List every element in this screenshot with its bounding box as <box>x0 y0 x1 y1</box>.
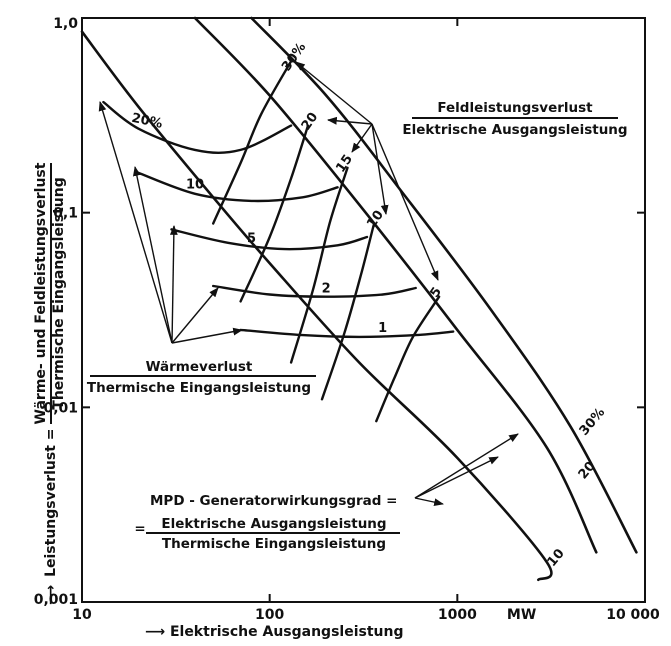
curve-heat-2 <box>212 284 417 298</box>
field-loss-denominator: Elektrische Ausgangsleistung <box>402 122 627 138</box>
curve-mpd-30pct <box>250 16 638 554</box>
y-tick-label: 0,01 <box>43 400 78 416</box>
curve-label-field: 20 <box>299 110 322 133</box>
x-tick-label: 10 <box>72 607 92 623</box>
curve-label-heat: 10 <box>186 177 204 192</box>
leader-arrow <box>171 327 243 344</box>
curve-label-heat: 1 <box>378 321 387 336</box>
field-loss-numerator: Feldleistungsverlust <box>437 100 593 116</box>
curve-heat-10 <box>137 171 339 203</box>
mpd-numerator: Elektrische Ausgangsleistung <box>161 516 386 532</box>
curve-field-30pct <box>212 60 293 225</box>
curve-label-field: 10 <box>364 208 387 231</box>
x-tick-label: 1000 <box>438 607 477 623</box>
y-axis-arrow-icon: ⟶ <box>42 584 59 605</box>
curve-label-heat: 2 <box>322 282 331 297</box>
leader-arrow <box>414 433 519 499</box>
curve-heat-5 <box>170 228 369 251</box>
curve-label-field: 5 <box>428 285 445 301</box>
y-tick-label: 1,0 <box>53 16 78 32</box>
leader-arrow <box>414 456 499 499</box>
leader-arrow <box>351 123 373 153</box>
curve-field-5 <box>375 295 441 423</box>
x-tick-label: 100 <box>255 607 284 623</box>
plot-frame <box>81 17 646 603</box>
curve-label-mpd: 30% <box>577 405 608 438</box>
leader-arrow <box>295 61 373 125</box>
y-axis-label: ⟶ Leistungsverlust = Wärme- und Feldleis… <box>33 162 67 605</box>
mpd-efficiency-label: MPD - Generatorwirkungsgrad = <box>150 493 397 509</box>
curve-label-field: 15 <box>333 152 356 175</box>
leader-arrow <box>371 123 439 281</box>
curve-field-20 <box>239 124 310 303</box>
leader-arrow <box>171 287 219 344</box>
y-axis-numerator: Wärme- und Feldleistungsverlust <box>33 162 52 425</box>
curve-mpd-20 <box>193 16 598 554</box>
x-axis-label: ⟶ Elektrische Ausgangsleistung <box>145 624 403 640</box>
x-axis-arrow-icon: ⟶ <box>145 624 166 640</box>
mpd-denominator: Thermische Eingangsleistung <box>162 536 386 552</box>
leader-arrow <box>371 123 389 215</box>
x-axis-title: Elektrische Ausgangsleistung <box>169 624 404 640</box>
curve-heat-20pct <box>102 100 293 154</box>
x-unit-label: MW <box>507 607 536 623</box>
heat-loss-denominator: Thermische Eingangsleistung <box>87 380 311 396</box>
y-tick-label: 0,001 <box>34 592 78 608</box>
leader-arrow <box>98 101 173 344</box>
y-axis-prefix: Leistungsverlust = <box>42 428 59 577</box>
curve-label-heat: 20% <box>130 111 164 132</box>
y-axis-fraction: Wärme- und Feldleistungsverlust Thermisc… <box>33 162 67 425</box>
x-tick-label: 10 000 <box>606 607 660 623</box>
y-axis-denominator: Thermische Eingangsleistung <box>51 177 67 410</box>
curve-field-15 <box>289 166 349 364</box>
mpd-equals-sign: = <box>134 521 145 537</box>
curve-field-10 <box>320 222 376 401</box>
y-tick-label: 0,1 <box>53 206 78 222</box>
curve-heat-1 <box>239 328 455 339</box>
heat-loss-numerator: Wärmeverlust <box>146 359 253 375</box>
curve-label-heat: 5 <box>247 232 256 247</box>
leader-arrow <box>132 166 173 344</box>
leader-arrow <box>169 225 178 344</box>
curve-mpd-10 <box>80 30 553 582</box>
leader-arrow <box>327 116 373 125</box>
leader-arrow <box>414 497 444 506</box>
